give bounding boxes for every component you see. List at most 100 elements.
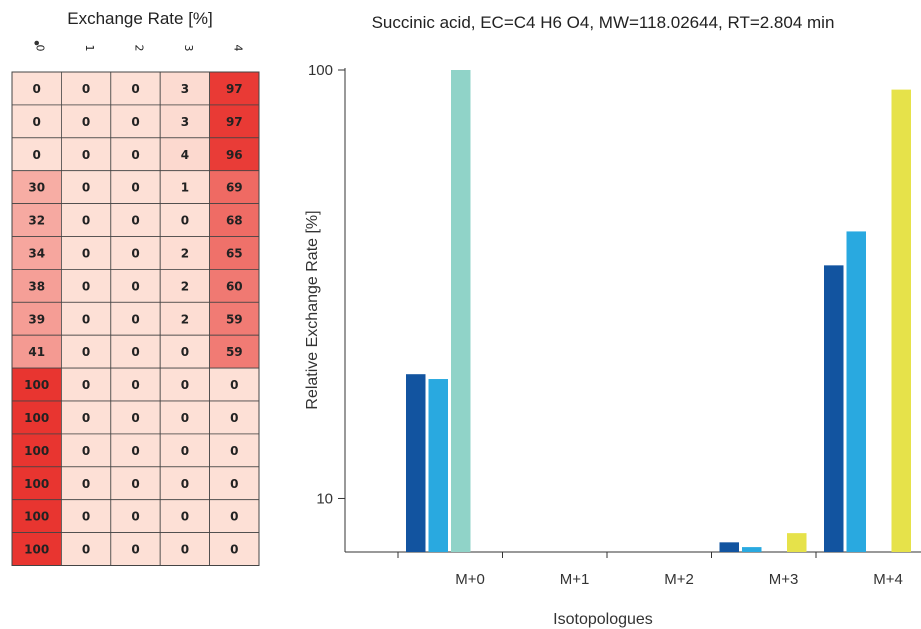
heatmap-column-label: 4 [231,45,244,52]
heatmap-cell-value: 0 [82,279,90,293]
heatmap-cell-value: 69 [226,181,243,195]
heatmap-cell [11,334,62,369]
heatmap-cell [159,499,210,534]
heatmap-cell [110,137,161,172]
heatmap-cell-value: 0 [131,477,139,491]
y-axis-title: Relative Exchange Rate [%] [304,210,321,409]
x-tick-label: M+3 [769,571,799,588]
heatmap-cell-value: 0 [131,378,139,392]
heatmap-cell-value: 100 [24,411,49,425]
heatmap-cell [11,400,62,435]
heatmap-column-label: 3 [182,45,195,52]
heatmap-cell [159,170,210,204]
heatmap-cell-value: 0 [82,411,90,425]
heatmap-cell [159,268,210,303]
heatmap-cell-value: 0 [181,378,189,392]
heatmap-cell-value: 96 [226,148,243,162]
heatmap-cell [110,367,161,402]
heatmap-cell [11,268,62,303]
heatmap-cell [61,137,112,172]
heatmap-cell-value: 0 [82,378,90,392]
heatmap-cell [159,334,210,369]
heatmap-cell [110,104,161,139]
bar [846,231,866,552]
heatmap-cell-value: 0 [82,181,90,195]
x-tick-label: M+1 [560,571,590,588]
heatmap-cell [209,532,260,566]
heatmap-cell [11,137,62,172]
heatmap-cell [209,367,260,402]
heatmap-cell [110,466,161,501]
heatmap-cell-value: 100 [24,510,49,524]
heatmap-cell-value: 0 [131,510,139,524]
heatmap-border [11,71,260,566]
heatmap-cell-value: 0 [33,82,41,96]
bar [406,374,426,552]
heatmap-cell [61,236,112,270]
heatmap-cell-value: 32 [28,214,45,228]
heatmap-cell-value: 0 [181,477,189,491]
heatmap-cell-value: 0 [131,115,139,129]
heatmap-cell [61,268,112,303]
heatmap-cell [61,532,112,566]
column-marker-dot [34,40,39,46]
heatmap-cell [61,499,112,534]
bar [451,70,471,552]
heatmap-cell-value: 0 [131,312,139,326]
heatmap-cell-value: 2 [181,312,189,326]
x-tick-label: M+0 [455,571,485,588]
bar [742,547,762,552]
y-tick-label: 100 [308,62,333,79]
heatmap-cell-value: 3 [181,115,189,129]
heatmap-cell-value: 0 [131,181,139,195]
heatmap-cell-value: 0 [82,444,90,458]
heatmap-title: Exchange Rate [%] [67,9,213,28]
heatmap-column-label: 0 [34,45,47,52]
heatmap-cell-value: 0 [131,148,139,162]
heatmap-cell [159,466,210,501]
heatmap-cell-value: 3 [181,82,189,96]
heatmap-cell-value: 0 [181,345,189,359]
heatmap-cell-value: 100 [24,543,49,557]
heatmap-cell [61,466,112,501]
heatmap-cell [61,203,112,237]
bar [428,379,448,552]
heatmap-cell-value: 0 [230,378,238,392]
heatmap-cell-value: 0 [82,246,90,260]
heatmap-cell-value: 0 [82,510,90,524]
heatmap-cell [159,236,210,270]
heatmap-cell [110,334,161,369]
heatmap-cell [110,268,161,303]
heatmap-cell-value: 0 [82,543,90,557]
x-tick-label: M+2 [664,571,694,588]
heatmap-cell [209,137,260,172]
heatmap-cell-value: 68 [226,214,243,228]
heatmap-cell-value: 0 [230,477,238,491]
heatmap-cell-value: 0 [82,214,90,228]
heatmap-cell-value: 97 [226,115,243,129]
heatmap-cell [61,104,112,139]
heatmap-cell-value: 0 [230,510,238,524]
heatmap-column-label: 1 [83,45,96,52]
heatmap-cell-value: 4 [181,148,189,162]
heatmap-cell-value: 0 [230,444,238,458]
heatmap-cell-value: 0 [131,345,139,359]
heatmap-cell-value: 0 [33,148,41,162]
heatmap-cell-value: 59 [226,345,243,359]
heatmap-cell [110,170,161,204]
heatmap-cell-value: 1 [181,181,189,195]
heatmap-cell [159,203,210,237]
heatmap-cell [159,137,210,172]
heatmap-cell-value: 0 [181,214,189,228]
heatmap-cell [61,301,112,336]
bar [824,265,844,552]
heatmap-cell [159,104,210,139]
heatmap-cell [209,203,260,237]
heatmap-cell-value: 0 [131,279,139,293]
heatmap-cell-value: 0 [82,115,90,129]
heatmap-cell [11,433,62,468]
heatmap-cell-value: 2 [181,279,189,293]
heatmap-cell [110,400,161,435]
heatmap-cell-value: 0 [181,543,189,557]
